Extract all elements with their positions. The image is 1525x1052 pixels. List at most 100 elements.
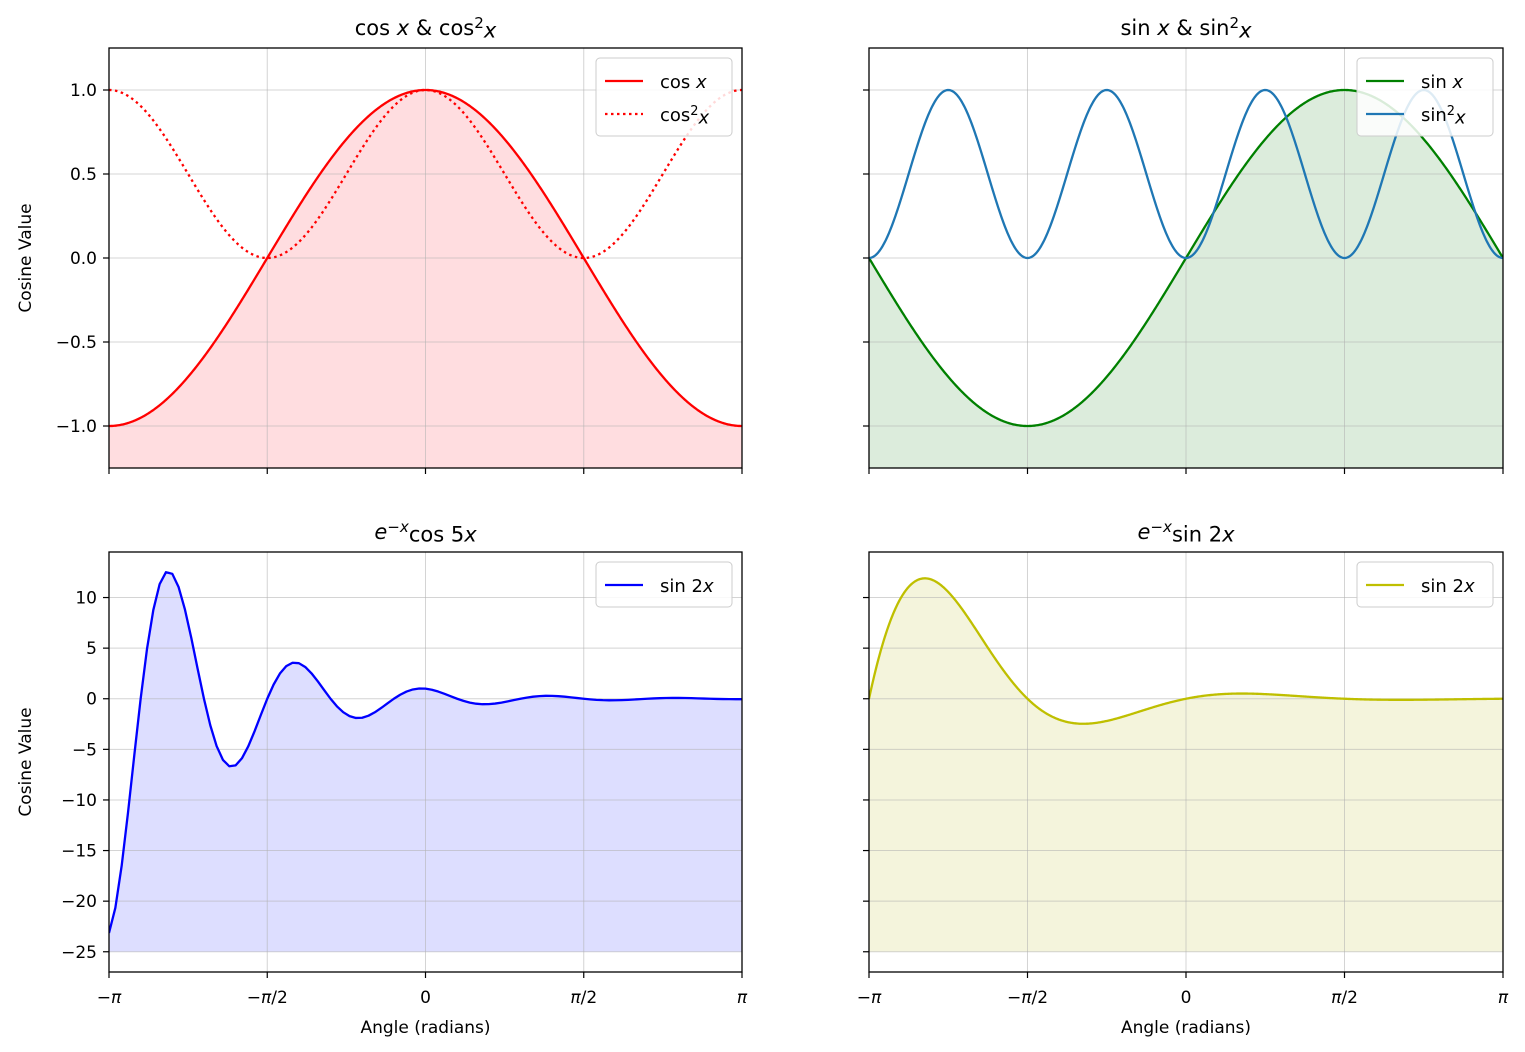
- legend-label: cos x: [660, 72, 707, 93]
- y-tick-label: 10: [75, 589, 97, 609]
- legend-label-part: x: [695, 72, 707, 93]
- subplot-title-part: cos: [355, 16, 390, 40]
- x-tick-label: −π/2: [1007, 988, 1048, 1008]
- subplot-title-part: x: [463, 523, 477, 547]
- legend-label-part: sin: [1421, 576, 1447, 597]
- series-line-cos: [109, 88, 742, 428]
- x-tick-label-part: π: [1021, 988, 1032, 1008]
- subplot-title-part: x: [396, 16, 410, 40]
- x-tick-label: −π/2: [247, 988, 288, 1008]
- y-axis-label: Cosine Value: [16, 707, 36, 816]
- x-tick-label-part: π: [570, 988, 581, 1008]
- x-tick-label: −π: [97, 988, 122, 1008]
- legend-label-part: 2: [690, 104, 698, 119]
- legend: sin 2x: [1356, 561, 1494, 608]
- x-tick-label-part: 0: [420, 988, 431, 1008]
- y-tick-label: −1.0: [56, 417, 97, 437]
- y-tick-label: 0.0: [70, 249, 97, 269]
- x-tick-label-part: /2: [581, 988, 598, 1008]
- subplot-title-part: 2: [474, 14, 484, 32]
- subplot-title-part: 2: [1229, 14, 1239, 32]
- subplot-title-part: −x: [1150, 518, 1173, 536]
- y-tick-label: −5: [72, 740, 97, 760]
- x-tick-label-part: −: [857, 988, 871, 1008]
- subplot-title: e−xsin 2x: [1137, 518, 1235, 546]
- subplot-title-part: x: [483, 19, 497, 43]
- subplot-title-part: e: [1137, 520, 1150, 544]
- x-tick-label: π/2: [1331, 988, 1358, 1008]
- legend-label-part: cos: [660, 105, 690, 126]
- x-tick-label-part: π: [871, 988, 882, 1008]
- x-tick-label-part: π: [737, 988, 748, 1008]
- subplot-title-part: x: [1156, 16, 1170, 40]
- y-tick-label: −15: [61, 842, 97, 862]
- x-tick-label: π/2: [570, 988, 597, 1008]
- y-tick-label: 1.0: [70, 81, 97, 101]
- x-axis-label: Angle (radians): [1121, 1018, 1251, 1038]
- subplot-title-part: & sin: [1170, 16, 1230, 40]
- subplot-title-part: x: [1238, 19, 1252, 43]
- x-tick-label-part: π: [1331, 988, 1342, 1008]
- x-tick-label-part: −: [97, 988, 111, 1008]
- legend-label-part: x: [698, 107, 710, 128]
- legend-label-part: sin: [1421, 105, 1447, 126]
- subplot-title-part: [390, 16, 397, 40]
- subplot-title-part: x: [1221, 523, 1235, 547]
- legend-box: [595, 57, 733, 137]
- series-line-expsin2: [869, 577, 1503, 725]
- y-tick-label: 5: [86, 639, 97, 659]
- legend-label: sin2x: [1421, 104, 1466, 128]
- subplot-title-part: −x: [387, 518, 410, 536]
- legend-label-part: sin: [1421, 72, 1447, 93]
- series-line-cos2: [109, 88, 742, 260]
- subplot-title-part: 2: [1202, 523, 1222, 547]
- y-tick-label: −0.5: [56, 333, 97, 353]
- legend-label-part: sin: [660, 576, 686, 597]
- x-tick-label-part: 0: [1181, 988, 1192, 1008]
- legend-label-part: x: [702, 576, 714, 597]
- y-tick-label: −10: [61, 791, 97, 811]
- subplot-title-part: e: [374, 520, 387, 544]
- legend-label: cos2x: [660, 104, 710, 128]
- legend-label-part: x: [1454, 107, 1466, 128]
- y-tick-label: −25: [61, 943, 97, 963]
- x-tick-label: π: [737, 988, 748, 1008]
- subplot-title-part: sin: [1172, 523, 1202, 547]
- subplot-title-part: [1151, 16, 1158, 40]
- legend-box: [1356, 57, 1494, 137]
- x-tick-label-part: −: [1007, 988, 1021, 1008]
- subplot-title-part: 5: [444, 523, 464, 547]
- x-tick-label-part: π: [261, 988, 272, 1008]
- legend: sin 2x: [595, 561, 733, 608]
- legend-box: [1356, 561, 1494, 608]
- series-line-expcos5: [109, 571, 742, 934]
- legend-label-part: 2: [686, 576, 703, 597]
- y-tick-label: 0: [86, 690, 97, 710]
- legend-label-part: x: [1452, 72, 1464, 93]
- legend-label: sin x: [1421, 72, 1464, 93]
- subplot-title: sin x & sin2x: [1120, 14, 1252, 42]
- x-tick-label: 0: [420, 988, 431, 1008]
- x-tick-label-part: π: [111, 988, 122, 1008]
- x-tick-label: −π: [857, 988, 882, 1008]
- y-tick-label: 0.5: [70, 165, 97, 185]
- x-tick-label: 0: [1181, 988, 1192, 1008]
- legend-label-part: 2: [1447, 576, 1464, 597]
- legend-label: sin 2x: [1421, 576, 1475, 597]
- x-tick-label-part: /2: [271, 988, 288, 1008]
- legend-box: [595, 561, 733, 608]
- subplot-title: cos x & cos2x: [355, 14, 497, 42]
- legend-label-part: 2: [1447, 104, 1455, 119]
- subplot-title-part: & cos: [409, 16, 474, 40]
- x-tick-label: π: [1498, 988, 1509, 1008]
- x-tick-label-part: −: [247, 988, 261, 1008]
- x-tick-label-part: /2: [1031, 988, 1048, 1008]
- subplot-title-part: sin: [1120, 16, 1150, 40]
